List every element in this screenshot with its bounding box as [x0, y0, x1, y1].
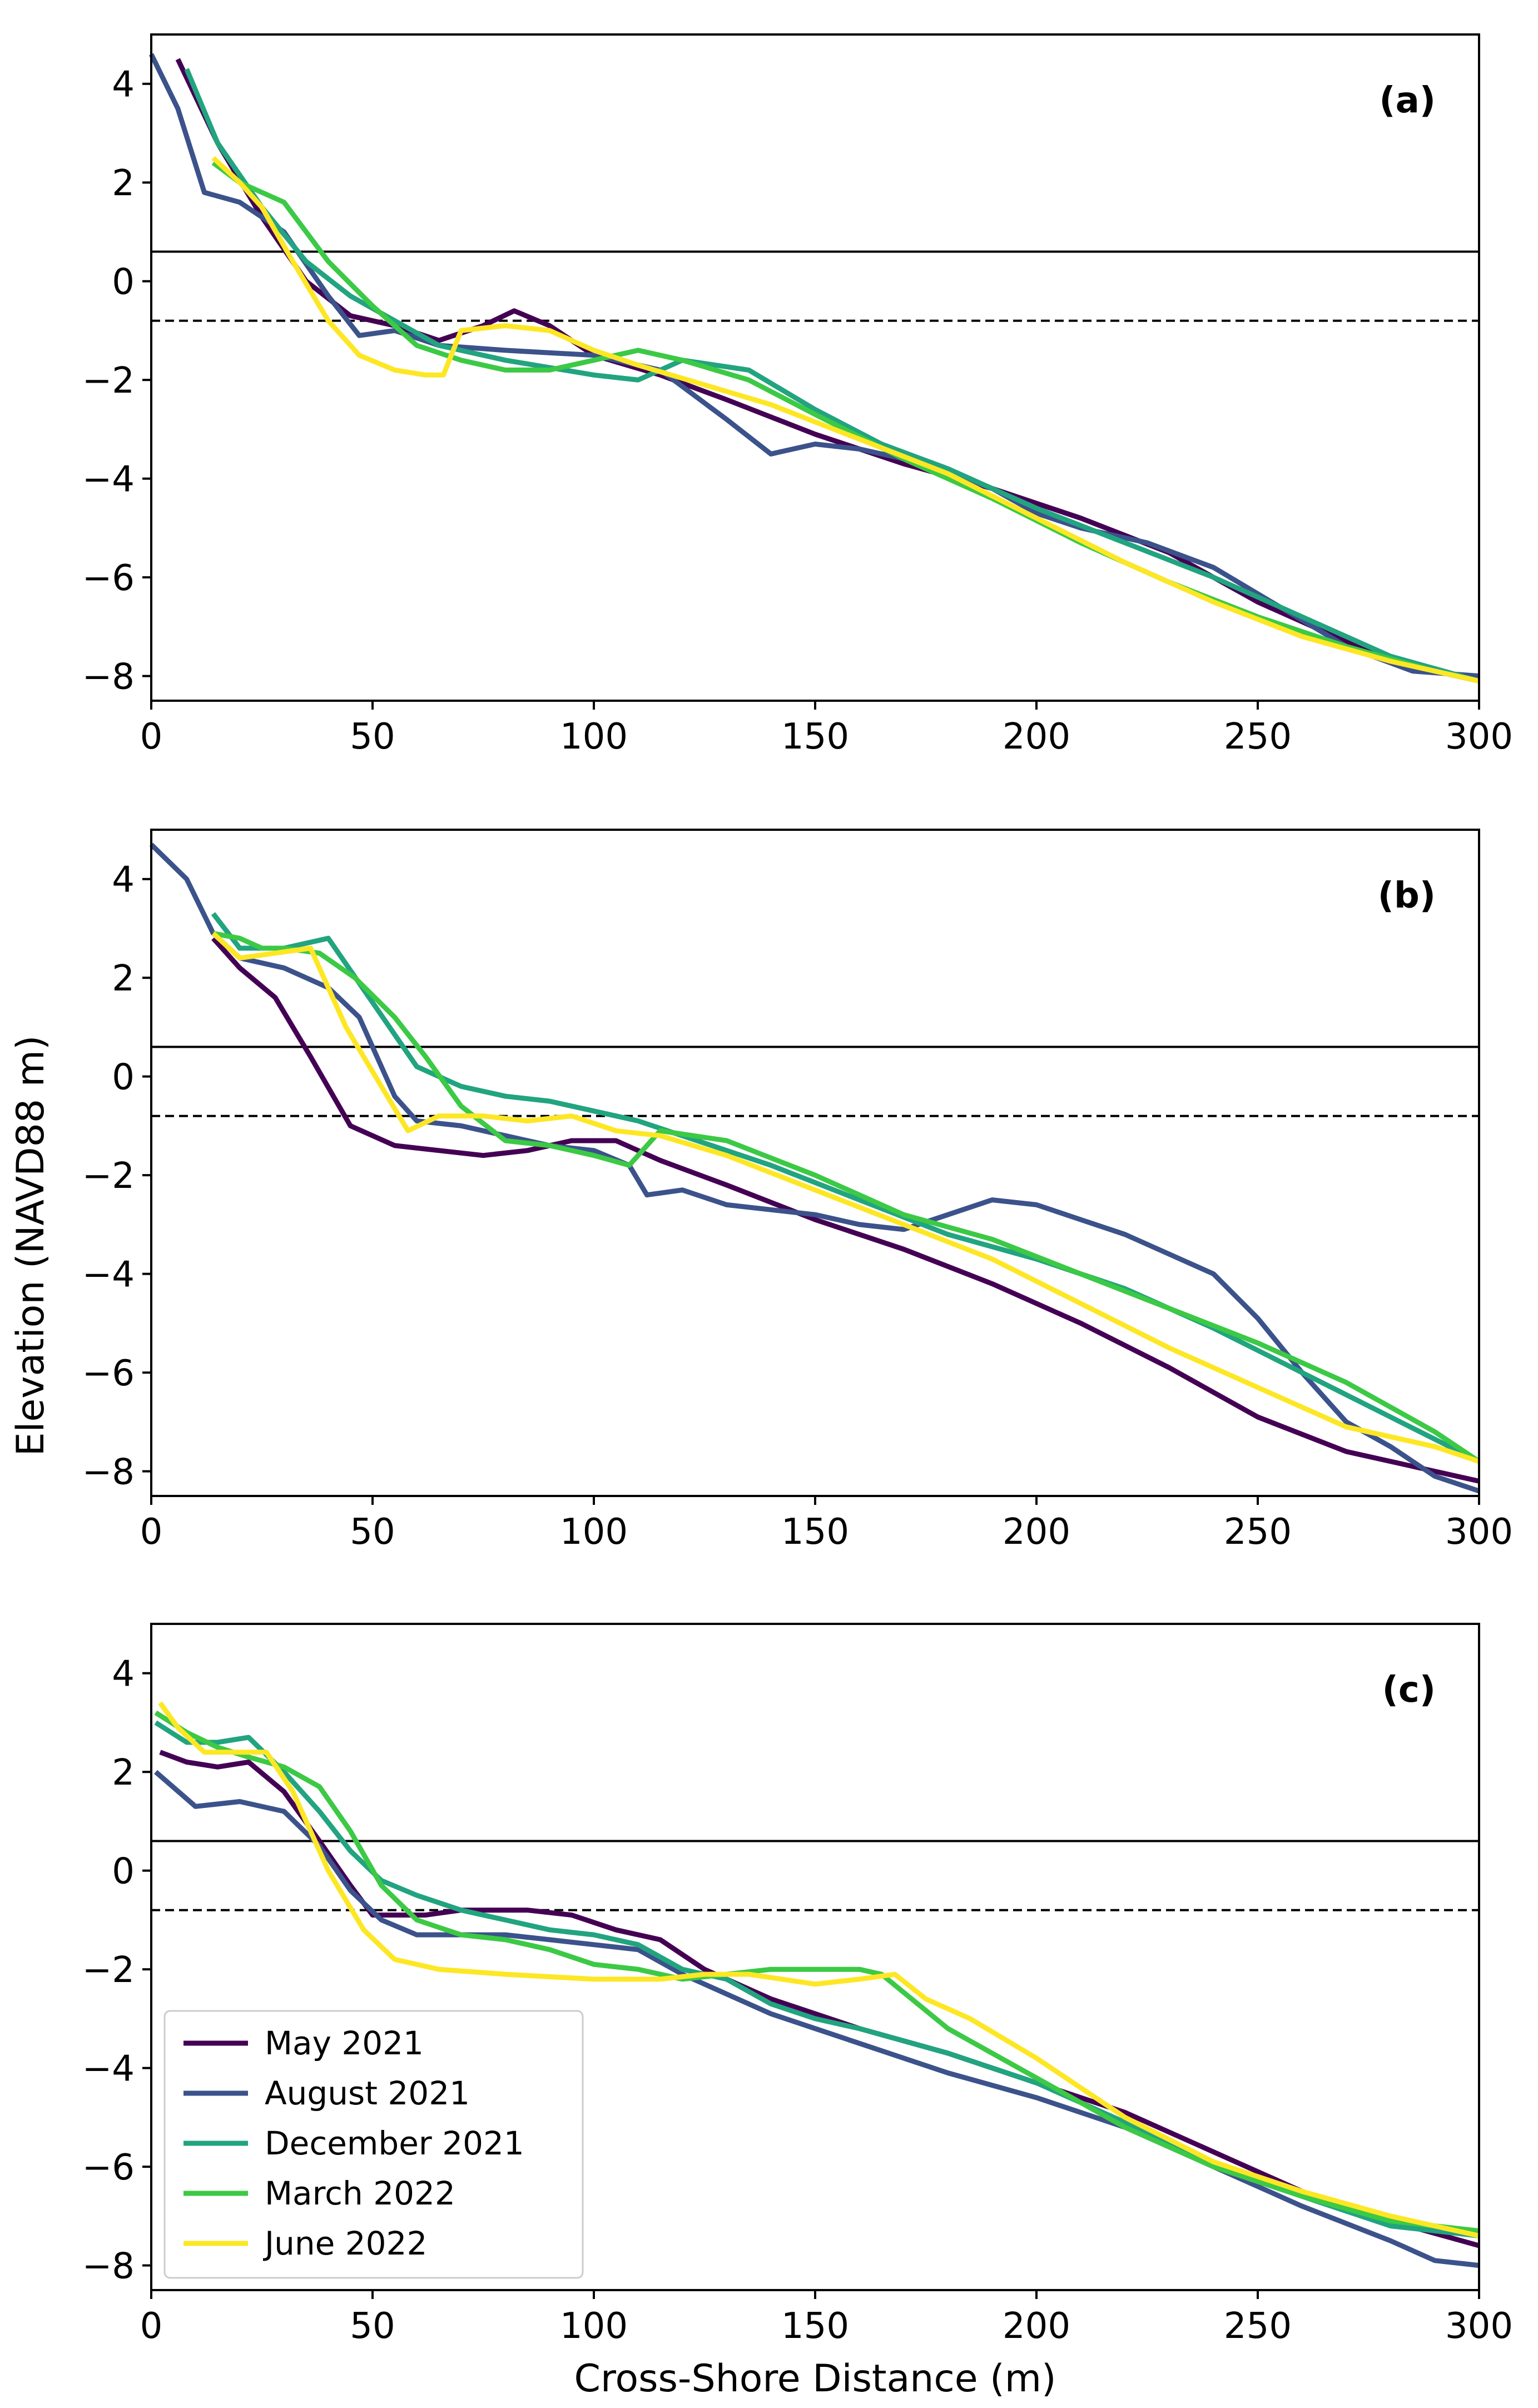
y-tick-label: 0: [112, 262, 135, 303]
x-tick-label: 0: [140, 716, 163, 757]
legend-label: August 2021: [265, 2074, 470, 2112]
y-tick-label: −8: [82, 1452, 135, 1493]
legend-box: [163, 2010, 584, 2279]
x-tick-label: 150: [781, 1512, 849, 1553]
y-tick-label: −4: [82, 1255, 135, 1296]
legend-label: December 2021: [265, 2124, 524, 2162]
x-tick-label: 300: [1445, 1512, 1513, 1553]
y-tick-label: −4: [82, 459, 135, 501]
y-tick-label: 2: [112, 958, 135, 999]
panel-label: (b): [1378, 875, 1436, 916]
y-tick-label: −4: [82, 2049, 135, 2090]
legend-label: June 2022: [263, 2224, 427, 2262]
y-tick-label: −8: [82, 2246, 135, 2287]
series-line-june-2022: [158, 1701, 1480, 2238]
x-tick-label: 300: [1445, 2306, 1513, 2347]
y-tick-label: 4: [112, 1654, 135, 1695]
x-tick-label: 250: [1224, 2306, 1292, 2347]
y-tick-label: 0: [112, 1851, 135, 1892]
y-tick-label: −6: [82, 558, 135, 599]
series-line-august-2021: [149, 843, 1480, 1494]
x-tick-label: 0: [140, 1512, 163, 1553]
y-tick-label: −8: [82, 657, 135, 698]
x-tick-label: 200: [1003, 1512, 1070, 1553]
y-tick-label: −2: [82, 360, 135, 402]
x-tick-label: 50: [350, 716, 395, 757]
y-tick-label: −6: [82, 2147, 135, 2188]
y-axis-title: Elevation (NAVD88 m): [9, 1035, 53, 1456]
panel-b: 0 50 100 150 200 250 300 4 2 0 −2 −4 −6 −8 (b): [82, 829, 1513, 1553]
y-tick-label: 2: [112, 163, 135, 204]
legend-label: March 2022: [265, 2174, 455, 2212]
panel-a: 0 50 100 150 200 250 300 4 2 0 −2 −4 −6 −8 (a): [82, 33, 1513, 757]
x-tick-label: 50: [350, 1512, 395, 1553]
x-tick-label: 0: [140, 2306, 163, 2347]
y-tick-label: −6: [82, 1353, 135, 1394]
series-line-june-2022: [211, 932, 1480, 1464]
x-axis-title: Cross-Shore Distance (m): [574, 2357, 1056, 2401]
panel-label: (a): [1379, 80, 1436, 121]
x-tick-label: 100: [560, 716, 628, 757]
y-tick-label: 4: [112, 65, 135, 106]
y-tick-label: 4: [112, 860, 135, 901]
x-tick-label: 250: [1224, 716, 1292, 757]
x-tick-label: 200: [1003, 2306, 1070, 2347]
y-tick-label: −2: [82, 1156, 135, 1197]
x-tick-label: 150: [781, 716, 849, 757]
x-tick-label: 200: [1003, 716, 1070, 757]
series-line-may-2021: [211, 937, 1480, 1484]
y-tick-label: −2: [82, 1950, 135, 1991]
legend: May 2021 August 2021 December 2021 March 20…: [163, 2010, 584, 2279]
series-line-march-2022: [154, 1710, 1480, 2233]
x-tick-label: 250: [1224, 1512, 1292, 1553]
x-tick-label: 100: [560, 1512, 628, 1553]
series-line-december-2021: [154, 1720, 1480, 2238]
legend-label: May 2021: [265, 2024, 424, 2062]
y-tick-label: 2: [112, 1752, 135, 1793]
x-tick-label: 100: [560, 2306, 628, 2347]
y-tick-label: 0: [112, 1057, 135, 1098]
panel-label: (c): [1382, 1669, 1436, 1711]
x-tick-label: 50: [350, 2306, 395, 2347]
series-line-june-2022: [211, 156, 1480, 683]
panel-c: 0 50 100 150 200 250 300 4 2 0 −2 −4 −6 −8 (c): [82, 1623, 1513, 2347]
x-tick-label: 300: [1445, 716, 1513, 757]
x-tick-label: 150: [781, 2306, 849, 2347]
